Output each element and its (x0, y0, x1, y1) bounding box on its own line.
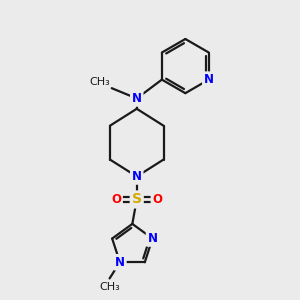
Text: N: N (132, 92, 142, 105)
Text: N: N (204, 73, 214, 86)
Text: O: O (111, 193, 121, 206)
Text: N: N (115, 256, 125, 269)
Text: CH₃: CH₃ (99, 282, 120, 292)
Text: CH₃: CH₃ (89, 77, 110, 87)
Text: N: N (148, 232, 158, 245)
Text: S: S (132, 193, 142, 206)
Text: O: O (152, 193, 162, 206)
Text: N: N (132, 170, 142, 183)
